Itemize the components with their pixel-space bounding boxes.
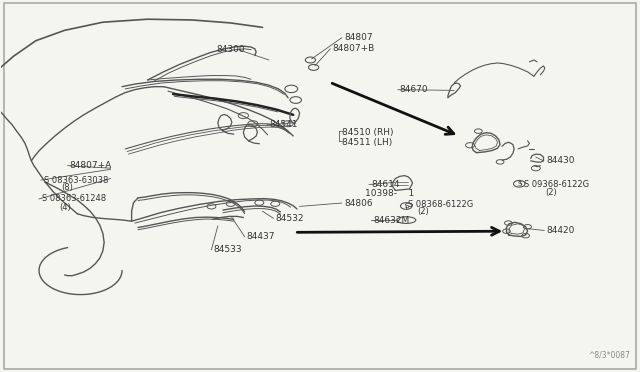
Text: 84541: 84541 [269, 121, 298, 129]
Text: 84510 (RH): 84510 (RH) [342, 128, 394, 137]
Text: S 08363-61248: S 08363-61248 [42, 195, 106, 203]
Text: 84807+B: 84807+B [333, 44, 375, 53]
Text: (4): (4) [60, 203, 71, 212]
Text: 84614: 84614 [371, 180, 399, 189]
Text: 84807+A: 84807+A [70, 161, 112, 170]
Text: S: S [404, 203, 408, 209]
Text: 84806: 84806 [344, 199, 373, 208]
Text: 10398-    1: 10398- 1 [365, 189, 414, 198]
Text: ^8/3*0087: ^8/3*0087 [588, 350, 630, 359]
Text: (2): (2) [417, 208, 429, 217]
Text: 84807: 84807 [344, 33, 373, 42]
Text: 84300: 84300 [216, 45, 245, 54]
Text: 84511 (LH): 84511 (LH) [342, 138, 392, 147]
Text: 84533: 84533 [213, 245, 242, 254]
Text: 84437: 84437 [246, 232, 275, 241]
Text: 84632M: 84632M [373, 216, 409, 225]
Text: (8): (8) [61, 183, 73, 192]
Text: 84532: 84532 [275, 214, 304, 223]
Text: 84420: 84420 [547, 226, 575, 235]
Text: 84670: 84670 [400, 85, 428, 94]
Text: S: S [517, 181, 522, 187]
Text: S 09368-6122G: S 09368-6122G [524, 180, 589, 189]
Text: 84430: 84430 [547, 156, 575, 165]
Text: (2): (2) [545, 188, 557, 197]
Text: S 08363-63038: S 08363-63038 [44, 176, 109, 185]
Text: S 08368-6122G: S 08368-6122G [408, 200, 474, 209]
